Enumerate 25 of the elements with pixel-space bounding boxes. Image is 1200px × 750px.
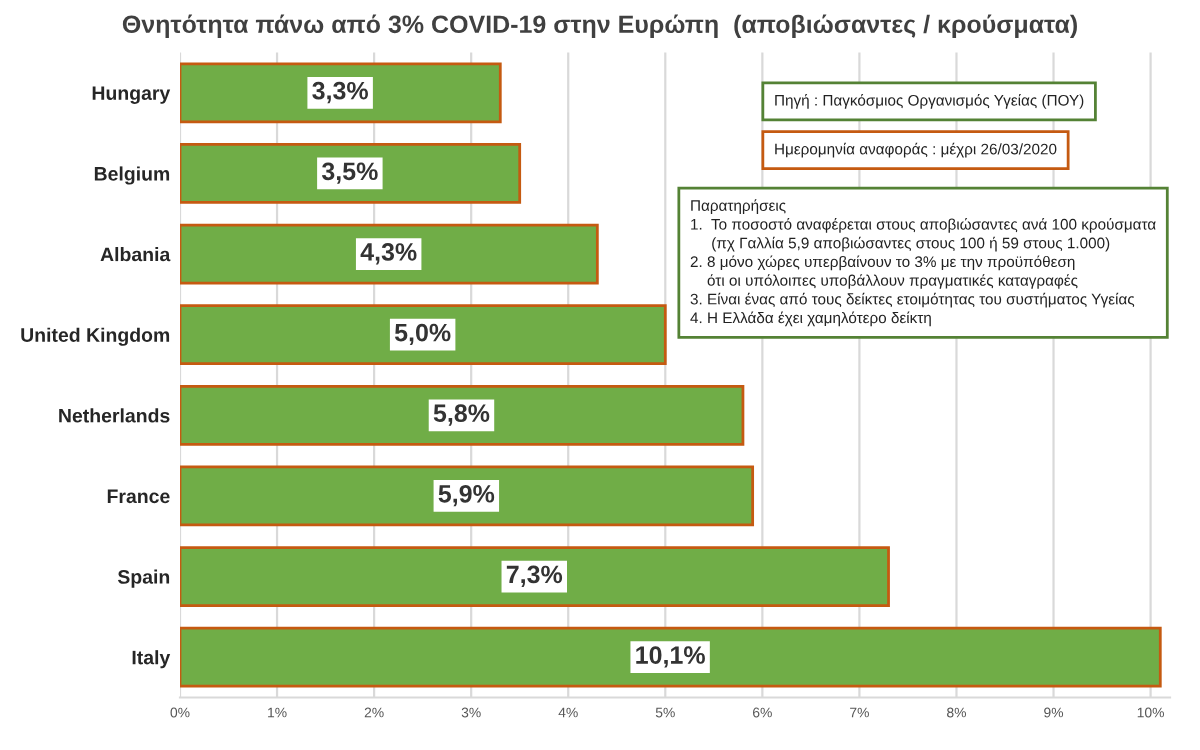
y-tick-label: Italy: [132, 650, 171, 669]
data-label: 5,9%: [438, 484, 495, 507]
data-label: 4,3%: [360, 243, 417, 265]
data-label: 10,1%: [636, 646, 705, 668]
bar: [180, 223, 599, 285]
data-label: 5,0%: [394, 323, 451, 346]
y-tick-label: Hungary: [92, 86, 171, 104]
data-label: 7,3%: [506, 565, 563, 587]
data-label: 3,3%: [312, 81, 368, 104]
bar: [180, 465, 755, 527]
chart-title: Θνητότητα πάνω από 3% COVID-19 στην Ευρώπη (αποβιώσαντες / κρούσματα): [122, 14, 1077, 39]
y-tick-label: Belgium: [94, 166, 170, 185]
data-label: 5,8%: [433, 404, 490, 426]
bar: [180, 143, 522, 204]
bar: [180, 384, 745, 446]
data-label: 3,5%: [321, 162, 378, 184]
y-tick-label: France: [107, 489, 170, 504]
bar: [180, 626, 1162, 688]
y-tick-label: Spain: [117, 569, 170, 588]
bar: [180, 546, 890, 607]
y-tick-label: Netherlands: [59, 408, 170, 423]
bar: [180, 62, 502, 124]
y-tick-label: United Kingdom: [21, 327, 170, 346]
bar: [180, 304, 667, 366]
y-tick-label: Albania: [100, 247, 171, 262]
